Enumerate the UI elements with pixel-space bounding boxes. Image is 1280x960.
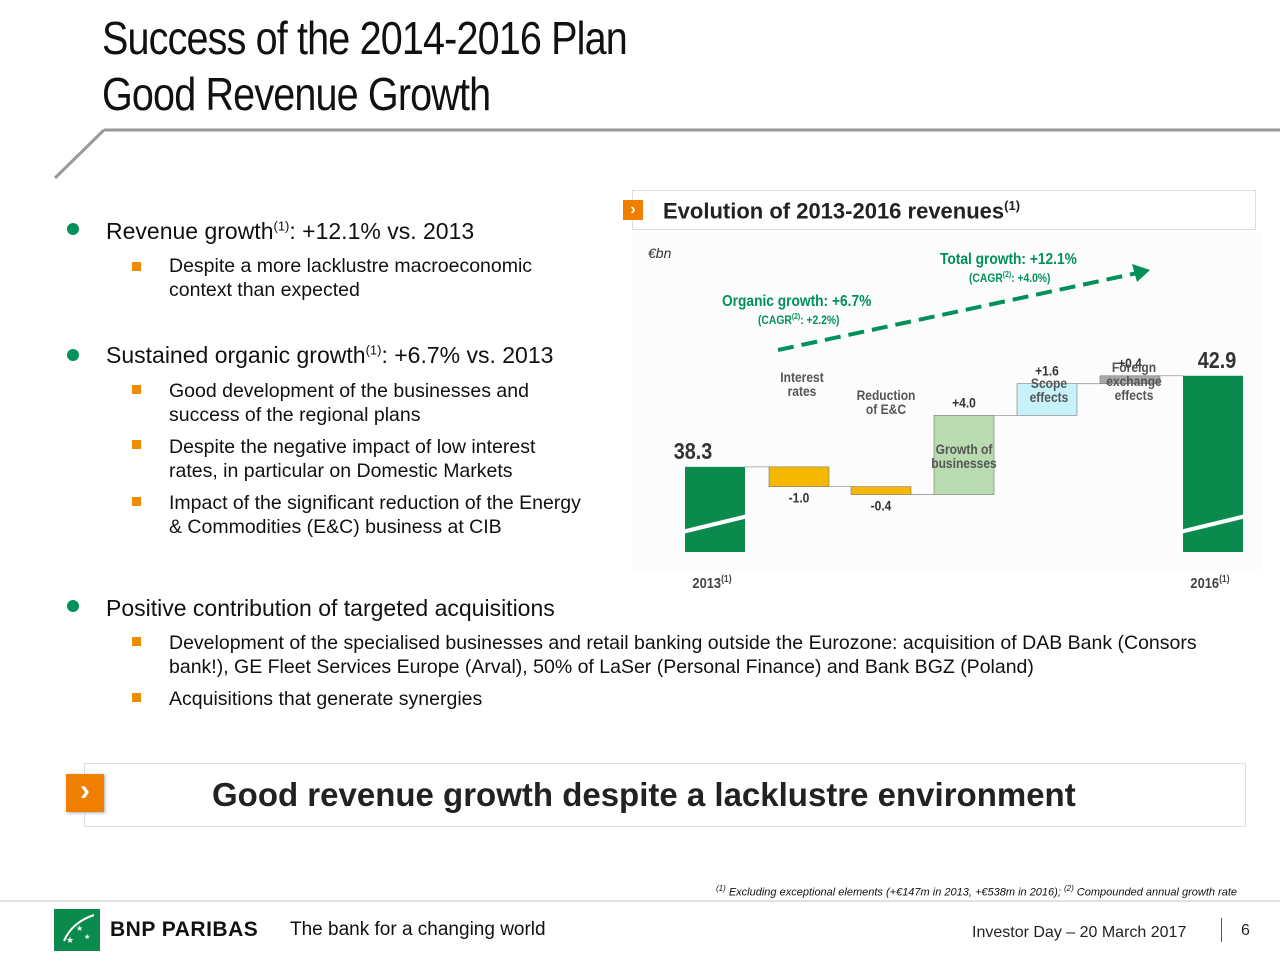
bullet-dot — [67, 223, 79, 235]
revenue-waterfall-chart: €bn 38.3 -1.0 -0.4 +4.0 +1.6 +0.4 42.9 Interest… — [632, 232, 1262, 591]
step-label: Reduction — [857, 387, 916, 403]
value-label: 42.9 — [1198, 347, 1237, 373]
svg-text:★: ★ — [84, 933, 90, 941]
header-divider — [53, 128, 1280, 180]
total-growth-label: Total growth: +12.1% — [940, 250, 1077, 268]
page-number: 6 — [1241, 922, 1250, 939]
bar-scope-effects — [1016, 383, 1078, 416]
growth-trend-arrow — [777, 270, 1143, 352]
bullet-square — [132, 262, 141, 271]
bar-interest-rates — [768, 466, 830, 487]
step-label: of E&C — [866, 401, 907, 417]
value-label: +0.4 — [1118, 355, 1142, 371]
bullet-organic-growth: Sustained organic growth(1): +6.7% vs. 2… — [106, 342, 554, 368]
organic-growth-label: Organic growth: +6.7% — [722, 292, 871, 310]
svg-text:★: ★ — [66, 935, 74, 945]
page-title-line2: Good Revenue Growth — [102, 68, 491, 120]
footer-separator — [1221, 918, 1222, 942]
bullet-text: Despite the negative impact of low inter… — [169, 436, 536, 482]
chevron-right-icon: › — [623, 200, 643, 220]
step-label: effects — [1115, 387, 1154, 403]
total-cagr-label: (CAGR(2): +4.0%) — [969, 269, 1051, 285]
bullet-dot — [67, 600, 79, 612]
bullet-acquisitions: Positive contribution of targeted acquis… — [106, 595, 555, 621]
step-label: rates — [788, 383, 817, 399]
x-axis-label: 2016(1) — [1190, 573, 1229, 591]
bullet-text: Good development of the businesses and s… — [169, 380, 529, 426]
bullet-text: Impact of the significant reduction of t… — [169, 492, 581, 538]
bar-growth-of-businesses — [933, 415, 995, 495]
bullet-text: Acquisitions that generate synergies — [169, 688, 483, 710]
footer-divider — [0, 900, 1280, 902]
unit-label: €bn — [648, 245, 672, 261]
step-label: businesses — [931, 455, 997, 471]
value-label: -1.0 — [789, 490, 810, 506]
x-axis-label: 2013(1) — [692, 573, 731, 591]
bullet-square — [132, 497, 141, 506]
chevron-right-icon: › — [66, 774, 104, 812]
bullet-square — [132, 440, 141, 449]
brand-tagline: The bank for a changing world — [290, 919, 546, 940]
bullet-text: Development of the specialised businesse… — [169, 632, 1197, 678]
bullet-dot — [67, 349, 79, 361]
arrow-head-icon — [1132, 264, 1150, 282]
value-label: +4.0 — [952, 395, 976, 411]
value-label: +1.6 — [1035, 363, 1059, 379]
bullet-text: Despite a more lacklustre macroeconomic … — [169, 255, 533, 301]
chart-title: Evolution of 2013-2016 revenues(1) — [663, 198, 1021, 224]
bullet-square — [132, 637, 141, 646]
step-label: Growth of — [936, 441, 993, 457]
organic-cagr-label: (CAGR(2): +2.2%) — [758, 311, 840, 327]
svg-text:★: ★ — [76, 924, 83, 933]
step-label: effects — [1030, 389, 1069, 405]
value-label: -0.4 — [871, 498, 892, 514]
bar-reduction-of-e-c — [850, 486, 912, 495]
axis-break-mark — [681, 514, 749, 534]
step-label: Interest — [780, 369, 824, 385]
page-title-line1: Success of the 2014-2016 Plan — [102, 12, 628, 64]
bullet-revenue-growth: Revenue growth(1): +12.1% vs. 2013 — [106, 218, 475, 244]
step-label: Foreign — [1112, 359, 1156, 375]
bar-foreign-exchange-effects — [1099, 375, 1161, 384]
step-label: Scope — [1031, 375, 1067, 391]
conclusion-text: Good revenue growth despite a lacklustre… — [212, 776, 1076, 813]
bullet-square — [132, 385, 141, 394]
footnote: (1) Excluding exceptional elements (+€14… — [716, 884, 1238, 899]
step-label: exchange — [1106, 373, 1162, 389]
value-label: 38.3 — [674, 438, 713, 464]
bar-2013-1- — [685, 466, 745, 552]
brand-name: BNP PARIBAS — [110, 918, 259, 941]
bullet-square — [132, 693, 141, 702]
event-label: Investor Day – 20 March 2017 — [972, 924, 1187, 941]
bnp-logo-icon: ★ ★ ★ — [54, 909, 100, 951]
axis-break-mark — [1179, 514, 1247, 534]
